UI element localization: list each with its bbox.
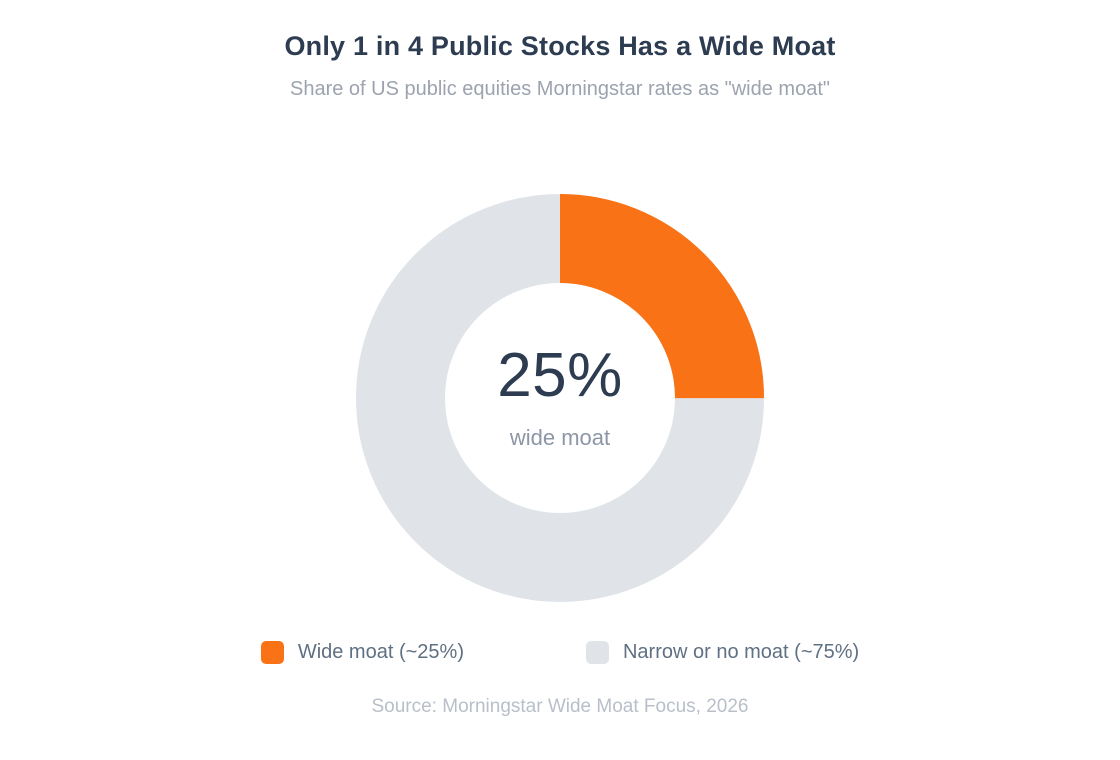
- legend-swatch-narrow-moat: [585, 641, 609, 665]
- legend-item-narrow-moat: Narrow or no moat (~75%): [585, 641, 860, 665]
- legend: Wide moat (~25%) Narrow or no moat (~75%…: [260, 641, 860, 665]
- legend-label-wide-moat: Wide moat (~25%): [297, 641, 464, 664]
- legend-label-narrow-moat: Narrow or no moat (~75%): [622, 641, 860, 664]
- legend-item-wide-moat: Wide moat (~25%): [260, 641, 464, 665]
- donut-chart: 25% wide moat: [350, 188, 770, 608]
- chart-subtitle: Share of US public equities Morningstar …: [289, 78, 830, 101]
- donut-svg: [356, 194, 764, 603]
- source-note: Source: Morningstar Wide Moat Focus, 202…: [371, 696, 749, 718]
- legend-swatch-wide-moat: [260, 641, 284, 665]
- donut-wide-moat-arc: [356, 194, 764, 603]
- chart-title: Only 1 in 4 Public Stocks Has a Wide Moa…: [284, 31, 836, 61]
